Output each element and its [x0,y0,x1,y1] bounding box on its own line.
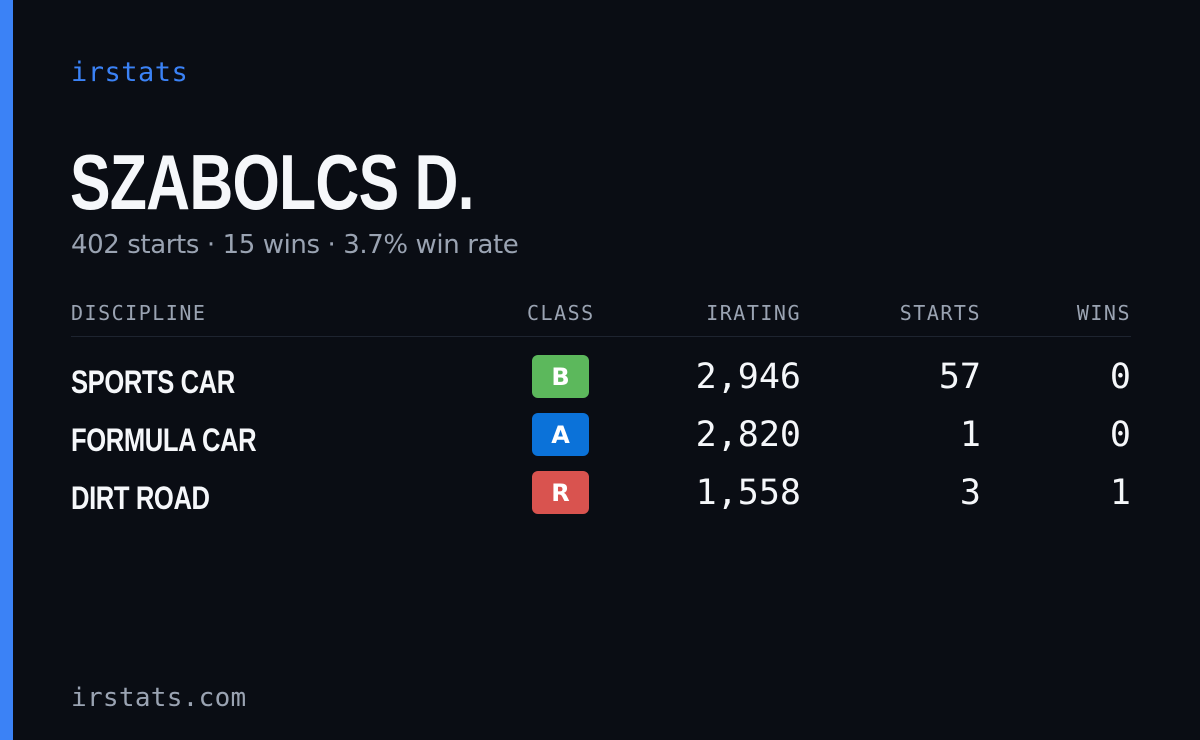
brand-logo: irstats [71,57,189,88]
starts-value: 3 [959,473,981,513]
irating-value: 2,946 [695,357,801,397]
starts-value: 1 [959,415,981,455]
table-header: DISCIPLINE CLASS IRATING STARTS WINS [71,296,1131,337]
discipline-name: FORMULA CAR [71,422,257,458]
driver-name: SZABOLCS D. [70,138,475,226]
header-discipline: DISCIPLINE [71,301,207,325]
header-starts: STARTS [899,301,981,325]
wins-value: 0 [1109,357,1131,397]
class-badge: A [532,413,589,456]
header-class: CLASS [527,301,595,325]
driver-summary: 402 starts · 15 wins · 3.7% win rate [71,230,519,260]
class-badge: B [532,355,589,398]
table-row: DIRT ROAD R 1,558 3 1 [71,469,1131,527]
stats-table: DISCIPLINE CLASS IRATING STARTS WINS SPO… [71,296,1131,527]
table-row: FORMULA CAR A 2,820 1 0 [71,411,1131,469]
discipline-name: SPORTS CAR [71,364,235,400]
irating-value: 2,820 [695,415,801,455]
table-body: SPORTS CAR B 2,946 57 0 FORMULA CAR A 2,… [71,337,1131,527]
table-row: SPORTS CAR B 2,946 57 0 [71,353,1131,411]
class-badge: R [532,471,589,514]
irating-value: 1,558 [695,473,801,513]
footer-domain: irstats.com [71,683,247,713]
discipline-name: DIRT ROAD [71,480,210,516]
accent-bar [0,0,13,740]
wins-value: 1 [1109,473,1131,513]
wins-value: 0 [1109,415,1131,455]
header-wins: WINS [1076,301,1131,325]
starts-value: 57 [938,357,981,397]
header-irating: IRATING [706,301,801,325]
